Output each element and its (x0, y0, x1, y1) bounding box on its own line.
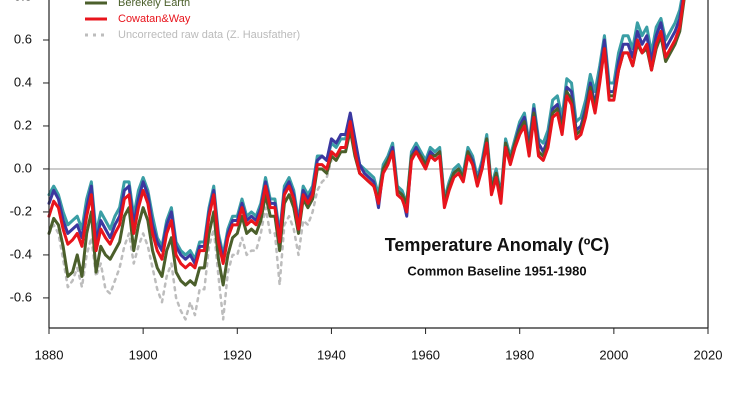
x-tick-label: 2020 (694, 347, 723, 362)
y-tick-label: 0.6 (14, 31, 32, 46)
series-line (47, 0, 685, 270)
x-tick-label: 1980 (505, 347, 534, 362)
x-tick-label: 1940 (317, 347, 346, 362)
y-tick-label: -0.6 (10, 289, 32, 304)
x-tick-label: 1960 (411, 347, 440, 362)
x-tick-label: 1880 (35, 347, 64, 362)
x-tick-label: 2000 (599, 347, 628, 362)
x-tick-label: 1900 (129, 347, 158, 362)
series-line (47, 159, 333, 321)
y-tick-label: 0.0 (14, 160, 32, 175)
annotation-subtitle: Common Baseline 1951-1980 (407, 263, 586, 278)
series-line (47, 0, 685, 266)
annotation-title: Temperature Anomaly (ºC) (385, 235, 610, 255)
series-line (47, 0, 684, 261)
legend-label: Cowatan&Way (118, 13, 191, 25)
legend-label: Uncorrected raw data (Z. Hausfather) (118, 29, 300, 41)
x-tick-label: 1920 (223, 347, 252, 362)
y-tick-label: 0.2 (14, 117, 32, 132)
legend-label: Berekely Earth (118, 0, 190, 9)
y-tick-label: 0.4 (14, 74, 32, 89)
y-tick-label: 0.8 (14, 0, 32, 3)
y-tick-label: -0.2 (10, 203, 32, 218)
y-tick-label: -0.4 (10, 246, 32, 261)
